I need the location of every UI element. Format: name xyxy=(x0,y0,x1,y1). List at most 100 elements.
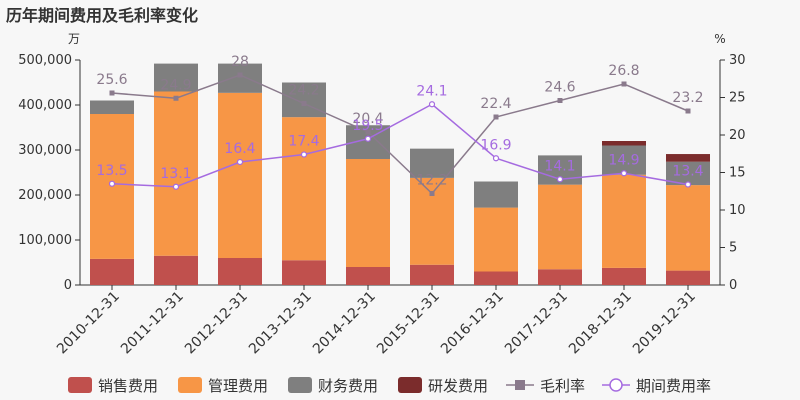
line-point-1 xyxy=(237,72,243,78)
x-tick-label: 2017-12-31 xyxy=(502,289,571,358)
line-point-1 xyxy=(621,81,627,87)
bar-segment-1 xyxy=(666,270,710,285)
right-tick-label: 10 xyxy=(729,203,746,218)
chart-title: 历年期间费用及毛利率变化 xyxy=(6,6,199,25)
x-tick-label: 2010-12-31 xyxy=(54,289,123,358)
data-label-1: 25.6 xyxy=(96,72,127,88)
data-label-1: 24.6 xyxy=(544,80,575,96)
left-tick-label: 0 xyxy=(64,278,72,293)
bar-segment-3 xyxy=(282,82,326,118)
bar-segment-3 xyxy=(90,100,134,114)
left-axis-unit: 万 xyxy=(68,32,80,46)
line-point-1 xyxy=(493,114,499,120)
bar-segment-2 xyxy=(410,177,454,265)
bar-segment-2 xyxy=(346,159,390,267)
legend-swatch xyxy=(288,377,312,393)
legend-swatch xyxy=(68,377,92,393)
line-point-1 xyxy=(365,129,371,135)
line-series-2 xyxy=(111,103,689,188)
line-point-1 xyxy=(301,101,307,106)
line-point-2 xyxy=(556,176,564,183)
data-label-2: 13.4 xyxy=(672,164,703,180)
x-tick-label: 2015-12-31 xyxy=(374,289,443,358)
line-point-2 xyxy=(300,151,308,158)
right-tick-label: 30 xyxy=(729,53,746,68)
bar-segment-1 xyxy=(218,258,262,285)
bar-segment-3 xyxy=(602,145,646,175)
bar-segment-4 xyxy=(602,141,646,146)
bar-segment-1 xyxy=(90,258,134,285)
legend-swatch xyxy=(178,377,202,393)
line-point-2 xyxy=(172,183,180,190)
line-point-2 xyxy=(492,155,500,162)
data-label-2: 14.1 xyxy=(544,158,575,174)
right-tick-label: 0 xyxy=(729,278,737,293)
left-tick-label: 400,000 xyxy=(18,98,72,113)
left-tick-label: 500,000 xyxy=(18,53,72,68)
x-tick-label: 2012-12-31 xyxy=(182,289,251,358)
data-label-2: 16.4 xyxy=(224,141,255,157)
bar-segment-3 xyxy=(666,161,710,186)
bar-segment-1 xyxy=(282,260,326,285)
legend-marker-square xyxy=(515,380,525,390)
data-label-2: 19.5 xyxy=(352,118,383,134)
right-tick-label: 20 xyxy=(729,128,746,143)
data-label-1: 28 xyxy=(231,54,249,70)
bar-segment-2 xyxy=(474,207,518,272)
data-label-1: 26.8 xyxy=(608,63,639,79)
line-point-2 xyxy=(428,101,436,108)
right-tick-label: 15 xyxy=(729,166,746,181)
x-tick-label: 2011-12-31 xyxy=(118,289,187,358)
bar-segment-2 xyxy=(666,185,710,271)
legend-marker-circle xyxy=(609,378,623,392)
bar-segment-1 xyxy=(410,264,454,285)
data-label-2: 13.5 xyxy=(96,163,127,179)
legend-label: 财务费用 xyxy=(318,377,378,395)
right-tick-label: 5 xyxy=(729,241,737,256)
line-point-1 xyxy=(173,95,179,101)
bar-segment-2 xyxy=(538,184,582,270)
right-tick-label: 25 xyxy=(729,91,746,106)
bar-segment-3 xyxy=(474,181,518,208)
data-label-2: 17.4 xyxy=(288,134,319,150)
line-point-1 xyxy=(429,191,435,196)
line-point-2 xyxy=(236,158,244,166)
line-point-2 xyxy=(684,181,692,188)
bar-segment-2 xyxy=(282,117,326,261)
x-tick-label: 2013-12-31 xyxy=(246,289,315,358)
data-label-1: 12.2 xyxy=(416,173,447,189)
bar-segment-3 xyxy=(410,148,454,178)
x-tick-label: 2019-12-31 xyxy=(630,289,699,358)
legend-swatch xyxy=(398,377,422,393)
bar-segment-2 xyxy=(602,174,646,268)
bar-segment-3 xyxy=(218,63,262,93)
legend-label: 期间费用率 xyxy=(636,377,711,395)
left-tick-label: 300,000 xyxy=(18,143,72,158)
line-point-2 xyxy=(364,135,372,142)
bar-segment-1 xyxy=(474,271,518,285)
data-label-1: 22.4 xyxy=(480,96,511,112)
bar-segment-4 xyxy=(666,154,710,162)
legend-label: 毛利率 xyxy=(540,377,585,395)
data-label-1: 23.2 xyxy=(672,90,703,106)
right-axis-unit: % xyxy=(714,32,725,46)
data-label-1: 20.4 xyxy=(352,111,383,127)
legend-label: 研发费用 xyxy=(428,377,488,395)
bar-segment-1 xyxy=(154,255,198,285)
bar-segment-2 xyxy=(218,92,262,258)
line-point-1 xyxy=(685,108,691,114)
data-label-2: 16.9 xyxy=(480,137,511,153)
data-label-2: 13.1 xyxy=(160,166,191,182)
line-point-2 xyxy=(620,170,628,177)
line-series-1 xyxy=(111,74,689,195)
legend-label: 销售费用 xyxy=(98,377,158,395)
data-label-2: 24.1 xyxy=(416,83,447,99)
line-point-1 xyxy=(109,90,115,96)
line-point-1 xyxy=(557,98,563,103)
bar-segment-3 xyxy=(154,63,198,92)
x-tick-label: 2014-12-31 xyxy=(310,289,379,358)
line-point-2 xyxy=(108,180,116,187)
x-tick-label: 2018-12-31 xyxy=(566,289,635,358)
x-tick-label: 2016-12-31 xyxy=(438,289,507,358)
